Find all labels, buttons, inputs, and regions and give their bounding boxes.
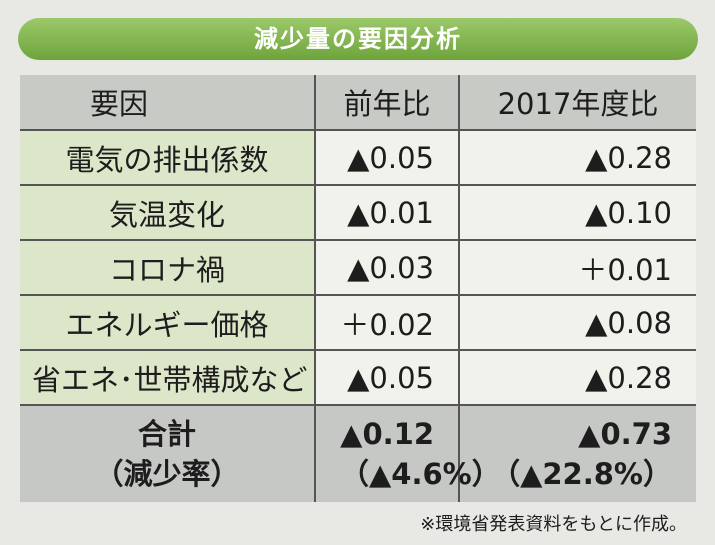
- total-value: ▲0.73 （▲22.8%）: [458, 405, 696, 502]
- value-line: ▲0.73: [578, 417, 672, 451]
- header-cell: 要因: [20, 75, 315, 131]
- row: 電気の排出係数 ▲0.05 ▲0.28: [20, 130, 696, 186]
- value-line: ▲0.12: [340, 417, 434, 451]
- value-cell: ▲0.05: [314, 130, 459, 186]
- table: 要因 前年比 2017年度比 電気の排出係数 ▲0.05 ▲0.28 気温変化 ▲0.0…: [20, 75, 696, 502]
- value-cell: ▲0.01: [314, 185, 459, 241]
- value-cell: ＋0.02: [314, 295, 459, 351]
- value-cell: ▲0.05: [314, 350, 459, 406]
- row-label: 電気の排出係数: [20, 130, 315, 186]
- value-cell: ▲0.08: [458, 295, 696, 351]
- total-value: ▲0.12 （▲4.6%）: [314, 405, 501, 502]
- row-label: コロナ禍: [20, 240, 315, 296]
- total-row: 合計 （減少率） ▲0.12 （▲4.6%） ▲0.73 （▲22.8%）: [20, 405, 696, 502]
- label-line: （減少率）: [94, 457, 240, 491]
- total-label: 合計 （減少率）: [20, 405, 315, 502]
- row: コロナ禍 ▲0.03 ＋0.01: [20, 240, 696, 296]
- footnote: ※環境省発表資料をもとに作成。: [420, 514, 687, 535]
- value-cell: ＋0.01: [458, 240, 696, 296]
- row-label: 省エネ･世帯構成など: [20, 350, 315, 406]
- header-cell: 前年比: [314, 75, 459, 131]
- row: 気温変化 ▲0.01 ▲0.10: [20, 185, 696, 241]
- row-label: エネルギー価格: [20, 295, 315, 351]
- header-row: 要因 前年比 2017年度比: [20, 75, 696, 131]
- value-cell: ▲0.03: [314, 240, 459, 296]
- row: エネルギー価格 ＋0.02 ▲0.08: [20, 295, 696, 351]
- row-label: 気温変化: [20, 185, 315, 241]
- header-cell: 2017年度比: [458, 75, 696, 131]
- value-cell: ▲0.28: [458, 130, 696, 186]
- value-cell: ▲0.28: [458, 350, 696, 406]
- title-bar: 減少量の要因分析: [18, 18, 698, 60]
- row: 省エネ･世帯構成など ▲0.05 ▲0.28: [20, 350, 696, 406]
- value-cell: ▲0.10: [458, 185, 696, 241]
- value-line: （▲22.8%）: [491, 457, 672, 491]
- label-line: 合計: [137, 417, 196, 451]
- value-line: （▲4.6%）: [340, 457, 501, 491]
